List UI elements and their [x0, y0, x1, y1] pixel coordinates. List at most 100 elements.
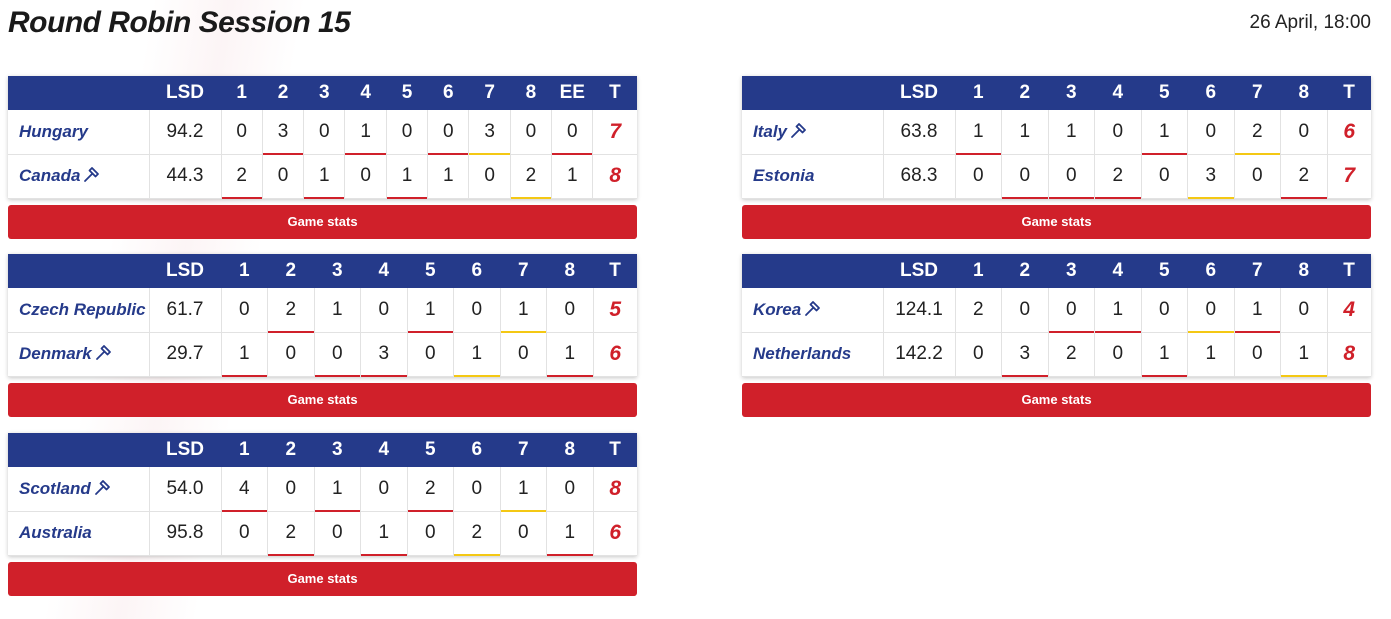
end-score: 0 [546, 467, 593, 512]
end-score: 0 [220, 511, 268, 556]
team-row: Italy 63.8 1 1 1 0 1 0 2 0 6 [742, 110, 1371, 155]
game-4: LSD 1 2 3 4 5 6 7 8 T Korea 124.1 2 0 0 1 0 0 1 0 4 Netherlan… [742, 254, 1371, 417]
end-score: 0 [1187, 288, 1234, 333]
end-score: 1 [220, 332, 268, 377]
team-name[interactable]: Australia [19, 523, 92, 542]
end-header: 2 [285, 439, 297, 460]
end-score: 0 [360, 288, 407, 333]
end-score: 0 [1047, 288, 1095, 333]
team-cell: Canada [8, 154, 149, 199]
end-header: 1 [238, 260, 250, 281]
end-score: 1 [1280, 332, 1327, 377]
end-score: 3 [468, 110, 511, 155]
end-score: 0 [427, 110, 470, 155]
game-stats-button[interactable]: Game stats [8, 561, 637, 596]
end-header: 7 [517, 260, 529, 281]
end-score: 1 [1001, 110, 1048, 155]
end-score: 2 [220, 154, 263, 199]
end-header: 5 [401, 82, 413, 103]
end-score: 1 [427, 154, 469, 199]
game-stats-button[interactable]: Game stats [8, 204, 637, 239]
game-3: LSD 1 2 3 4 5 6 7 8 T Czech Republic 61.7 0 2 1 0 1 0 1 0 5 D… [8, 254, 637, 417]
end-score: 3 [261, 110, 304, 155]
lsd-value: 44.3 [148, 154, 221, 199]
total-header: T [609, 439, 621, 460]
end-score: 0 [453, 288, 500, 333]
end-score: 1 [303, 154, 346, 199]
end-score: 0 [303, 110, 345, 155]
team-header [8, 433, 149, 467]
end-score: 1 [453, 332, 500, 377]
end-score: 1 [313, 467, 361, 512]
end-score: 0 [1140, 154, 1188, 199]
end-score: 1 [406, 288, 454, 333]
end-score: 1 [1187, 332, 1234, 377]
end-header: 8 [1298, 82, 1310, 103]
end-score: 2 [267, 511, 314, 556]
lsd-header: LSD [900, 260, 938, 281]
team-row: Estonia 68.3 0 0 0 2 0 3 0 2 7 [742, 154, 1371, 199]
team-name[interactable]: Korea [753, 299, 802, 319]
game-stats-button[interactable]: Game stats [742, 204, 1371, 239]
team-name[interactable]: Scotland [19, 478, 91, 498]
end-score: 1 [546, 332, 593, 377]
team-header [742, 76, 883, 110]
end-score: 0 [1140, 288, 1188, 333]
end-header: 1 [972, 260, 984, 281]
total-score: 6 [592, 332, 637, 377]
game-stats-button[interactable]: Game stats [742, 382, 1371, 417]
lsd-header: LSD [166, 82, 204, 103]
scoreboard: LSD 1 2 3 4 5 6 7 8 T Scotland 54.0 4 0 1 0 2 0 1 0 8 Austral… [8, 433, 637, 556]
lsd-header: LSD [166, 439, 204, 460]
end-score: 0 [220, 110, 263, 155]
lsd-value: 29.7 [148, 332, 221, 377]
scoreboard-header: LSD 1 2 3 4 5 6 7 8 T [8, 254, 637, 288]
scoreboard-table: LSD 1 2 3 4 5 6 7 8 T Italy 63.8 1 1 1 0 1 0 2 0 6 Estonia 68.… [742, 76, 1371, 199]
end-score: 0 [261, 154, 304, 199]
end-score: 1 [385, 154, 428, 199]
scoreboard-table: LSD 1 2 3 4 5 6 7 8 T Korea 124.1 2 0 0 1 0 0 1 0 4 Netherlan… [742, 254, 1371, 377]
end-header: 7 [517, 439, 529, 460]
team-cell: Denmark [8, 332, 149, 377]
end-score: 1 [954, 110, 1002, 155]
end-header: 8 [564, 439, 576, 460]
team-name[interactable]: Canada [19, 166, 81, 185]
total-score: 8 [592, 154, 637, 199]
team-row: Czech Republic 61.7 0 2 1 0 1 0 1 0 5 [8, 288, 637, 333]
end-header: 8 [525, 82, 537, 103]
team-cell: Italy [742, 110, 883, 155]
scoreboard-table: LSD 1 2 3 4 5 6 7 8 T Scotland 54.0 4 0 1 0 2 0 1 0 8 Austral… [8, 433, 637, 556]
end-header: 5 [424, 439, 436, 460]
hammer-icon [790, 122, 810, 140]
team-name[interactable]: Estonia [753, 166, 815, 185]
lsd-value: 95.8 [148, 511, 221, 556]
end-score: 2 [954, 288, 1002, 333]
team-cell: Hungary [8, 110, 149, 155]
team-cell: Estonia [742, 154, 883, 199]
team-name[interactable]: Italy [753, 121, 788, 141]
end-score: 0 [1280, 288, 1327, 333]
end-header: 4 [378, 260, 390, 281]
scoreboard-header: LSD 1 2 3 4 5 6 7 8 T [8, 433, 637, 467]
end-score: 2 [1233, 110, 1281, 155]
team-name[interactable]: Netherlands [753, 344, 852, 363]
end-score: 2 [453, 511, 500, 556]
team-name[interactable]: Denmark [19, 344, 92, 363]
game-5: LSD 1 2 3 4 5 6 7 8 T Scotland 54.0 4 0 1 0 2 0 1 0 8 Austral… [8, 433, 637, 596]
end-header: 2 [277, 82, 289, 103]
end-header: 6 [471, 260, 483, 281]
scoreboard-header: LSD 1 2 3 4 5 6 7 8 EE T [8, 76, 637, 110]
team-row: Canada 44.3 2 0 1 0 1 1 0 2 1 8 [8, 154, 637, 199]
end-header: 6 [471, 439, 483, 460]
page-title: Round Robin Session 15 [8, 6, 351, 39]
end-header: 2 [285, 260, 297, 281]
end-score: 1 [1094, 288, 1141, 333]
end-header: 8 [564, 260, 576, 281]
team-name[interactable]: Hungary [19, 121, 88, 141]
scoreboard: LSD 1 2 3 4 5 6 7 8 T Czech Republic 61.7 0 2 1 0 1 0 1 0 5 D… [8, 254, 637, 377]
game-stats-button[interactable]: Game stats [8, 382, 637, 417]
end-score: 1 [499, 467, 547, 512]
end-header: 4 [360, 82, 371, 103]
team-name[interactable]: Czech Republic [19, 299, 146, 319]
end-score: 0 [546, 288, 593, 333]
